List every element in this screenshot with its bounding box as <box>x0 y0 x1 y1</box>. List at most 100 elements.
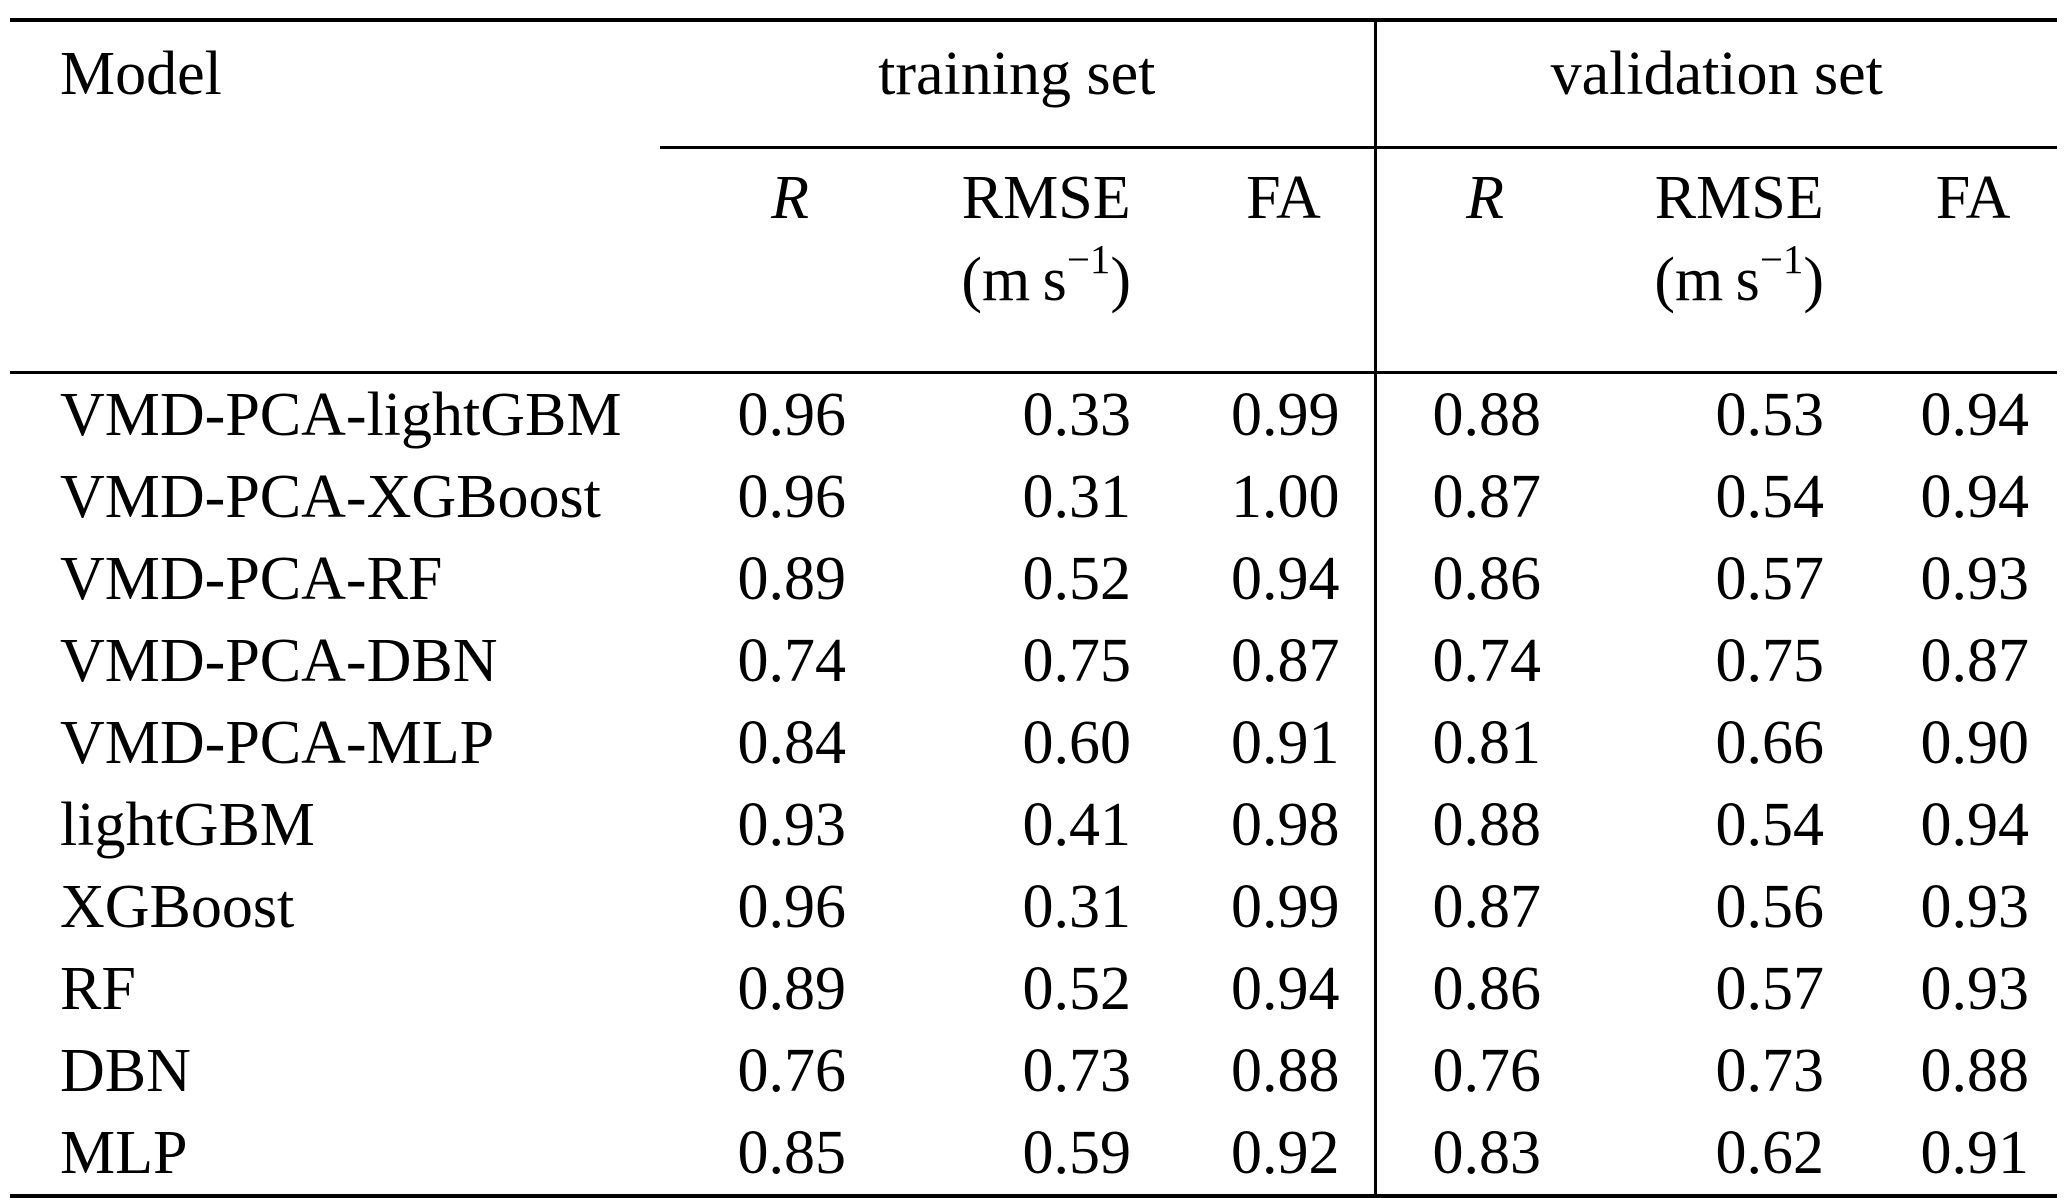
table-row: VMD-PCA-DBN 0.74 0.75 0.87 0.74 0.75 0.87 <box>10 620 2057 702</box>
train-rmse-value: 0.52 <box>1022 544 1132 613</box>
train-r-value: 0.76 <box>737 1036 847 1105</box>
val-r-value: 0.81 <box>1432 708 1542 777</box>
model-name: DBN <box>60 1036 191 1105</box>
val-rmse-value: 0.73 <box>1715 1036 1825 1105</box>
training-rmse-units: (m s−1) <box>961 237 1131 314</box>
table-row: XGBoost 0.96 0.31 0.99 0.87 0.56 0.93 <box>10 866 2057 948</box>
train-r-value: 0.74 <box>737 626 847 695</box>
val-fa-value: 0.94 <box>1920 380 2030 449</box>
val-r-value: 0.86 <box>1432 954 1542 1023</box>
training-fa-label: FA <box>1246 164 1321 232</box>
train-rmse-value: 0.41 <box>1022 790 1132 859</box>
table-row: lightGBM 0.93 0.41 0.98 0.88 0.54 0.94 <box>10 784 2057 866</box>
table-header: Model training set validation set R RMSE… <box>10 20 2058 374</box>
val-fa-value: 0.93 <box>1920 954 2030 1023</box>
train-fa-value: 0.91 <box>1135 702 1377 784</box>
model-name: VMD-PCA-lightGBM <box>60 380 622 449</box>
train-r-value: 0.96 <box>737 872 847 941</box>
train-fa-value: 0.99 <box>1135 372 1377 456</box>
validation-fa-header: FA <box>1828 147 2058 374</box>
val-r-value: 0.86 <box>1432 544 1542 613</box>
train-rmse-value: 0.31 <box>1022 462 1132 531</box>
train-rmse-value: 0.59 <box>1022 1118 1132 1187</box>
train-r-value: 0.89 <box>737 544 847 613</box>
train-rmse-value: 0.73 <box>1022 1036 1132 1105</box>
model-name: MLP <box>60 1118 188 1187</box>
val-fa-value: 0.88 <box>1920 1036 2030 1105</box>
train-rmse-value: 0.52 <box>1022 954 1132 1023</box>
table-body: VMD-PCA-lightGBM 0.96 0.33 0.99 0.88 0.53 0.94… <box>10 372 2057 1196</box>
val-rmse-value: 0.56 <box>1715 872 1825 941</box>
training-r-header: R <box>660 147 850 374</box>
val-rmse-value: 0.54 <box>1715 462 1825 531</box>
model-name: XGBoost <box>60 872 295 941</box>
train-r-value: 0.85 <box>737 1118 847 1187</box>
train-rmse-value: 0.33 <box>1022 380 1132 449</box>
val-r-value: 0.76 <box>1432 1036 1542 1105</box>
train-fa-value: 0.94 <box>1135 948 1377 1030</box>
val-fa-value: 0.93 <box>1920 544 2030 613</box>
val-fa-value: 0.90 <box>1920 708 2030 777</box>
val-r-value: 0.88 <box>1432 790 1542 859</box>
validation-r-header: R <box>1375 147 1545 374</box>
validation-r-label: R <box>1466 164 1504 232</box>
train-rmse-value: 0.75 <box>1022 626 1132 695</box>
validation-set-group-header: validation set <box>1375 20 2058 149</box>
model-name: VMD-PCA-XGBoost <box>60 462 601 531</box>
model-name: VMD-PCA-MLP <box>60 708 495 777</box>
val-fa-value: 0.93 <box>1920 872 2030 941</box>
train-r-value: 0.96 <box>737 462 847 531</box>
model-name: RF <box>60 954 136 1023</box>
val-r-value: 0.87 <box>1432 872 1542 941</box>
training-rmse-label: RMSE (m s−1) <box>961 164 1131 314</box>
val-fa-value: 0.94 <box>1920 462 2030 531</box>
val-fa-value: 0.87 <box>1920 626 2030 695</box>
val-rmse-value: 0.53 <box>1715 380 1825 449</box>
training-rmse-header: RMSE (m s−1) <box>850 147 1135 374</box>
val-rmse-value: 0.66 <box>1715 708 1825 777</box>
group-header-row: Model training set validation set <box>10 20 2058 374</box>
table-row: VMD-PCA-RF 0.89 0.52 0.94 0.86 0.57 0.93 <box>10 538 2057 620</box>
val-r-value: 0.83 <box>1432 1118 1542 1187</box>
validation-rmse-header: RMSE (m s−1) <box>1545 147 1828 374</box>
train-r-value: 0.84 <box>737 708 847 777</box>
val-fa-value: 0.91 <box>1920 1118 2030 1187</box>
model-name: VMD-PCA-RF <box>60 544 443 613</box>
table-row: MLP 0.85 0.59 0.92 0.83 0.62 0.91 <box>10 1112 2057 1196</box>
val-r-value: 0.88 <box>1432 380 1542 449</box>
train-r-value: 0.93 <box>737 790 847 859</box>
model-column-header: Model <box>10 20 660 374</box>
train-rmse-value: 0.60 <box>1022 708 1132 777</box>
train-fa-value: 1.00 <box>1135 456 1377 538</box>
train-fa-value: 0.87 <box>1135 620 1377 702</box>
train-rmse-value: 0.31 <box>1022 872 1132 941</box>
train-fa-value: 0.92 <box>1135 1112 1377 1196</box>
training-set-group-header: training set <box>660 20 1377 149</box>
train-r-value: 0.89 <box>737 954 847 1023</box>
train-fa-value: 0.88 <box>1135 1030 1377 1112</box>
table-row: DBN 0.76 0.73 0.88 0.76 0.73 0.88 <box>10 1030 2057 1112</box>
val-rmse-value: 0.75 <box>1715 626 1825 695</box>
val-r-value: 0.87 <box>1432 462 1542 531</box>
training-fa-header: FA <box>1135 147 1377 374</box>
validation-rmse-label: RMSE (m s−1) <box>1654 164 1824 314</box>
train-fa-value: 0.94 <box>1135 538 1377 620</box>
val-r-value: 0.74 <box>1432 626 1542 695</box>
table-row: VMD-PCA-MLP 0.84 0.60 0.91 0.81 0.66 0.90 <box>10 702 2057 784</box>
val-rmse-value: 0.57 <box>1715 544 1825 613</box>
val-fa-value: 0.94 <box>1920 790 2030 859</box>
model-name: lightGBM <box>60 790 315 859</box>
table-row: VMD-PCA-XGBoost 0.96 0.31 1.00 0.87 0.54 0.94 <box>10 456 2057 538</box>
results-table: Model training set validation set R RMSE… <box>10 18 2058 1198</box>
train-fa-value: 0.98 <box>1135 784 1377 866</box>
validation-fa-label: FA <box>1935 164 2011 232</box>
training-r-label: R <box>771 164 809 232</box>
model-name: VMD-PCA-DBN <box>60 626 498 695</box>
val-rmse-value: 0.57 <box>1715 954 1825 1023</box>
metric-header-row: R RMSE (m s−1) FA R RMSE (m s−1) <box>10 147 2058 374</box>
table-row: VMD-PCA-lightGBM 0.96 0.33 0.99 0.88 0.53 0.94 <box>10 372 2057 456</box>
table-row: RF 0.89 0.52 0.94 0.86 0.57 0.93 <box>10 948 2057 1030</box>
val-rmse-value: 0.54 <box>1715 790 1825 859</box>
train-r-value: 0.96 <box>737 380 847 449</box>
val-rmse-value: 0.62 <box>1715 1118 1825 1187</box>
